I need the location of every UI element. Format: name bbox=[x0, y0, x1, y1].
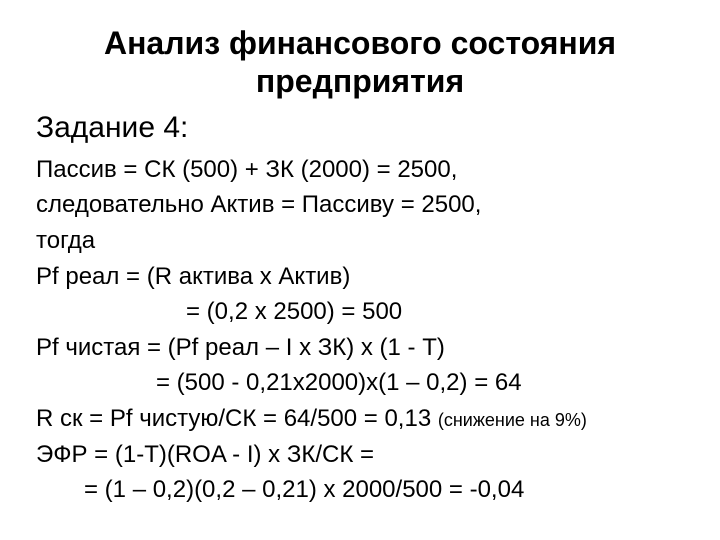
task-heading: Задание 4: bbox=[36, 111, 684, 145]
text-span: R ск = Pf чистую/СК = 64/500 = 0,13 bbox=[36, 405, 438, 432]
text-line: тогда bbox=[36, 224, 684, 258]
text-line: следовательно Актив = Пассиву = 2500, bbox=[36, 188, 684, 222]
text-span-small: (снижение на 9%) bbox=[438, 410, 587, 430]
page-title: Анализ финансового состояния предприятия bbox=[36, 24, 684, 101]
text-line: = (1 – 0,2)(0,2 – 0,21) х 2000/500 = -0,… bbox=[36, 473, 684, 507]
text-line: R ск = Pf чистую/СК = 64/500 = 0,13 (сни… bbox=[36, 402, 684, 436]
text-line: Пассив = СК (500) + ЗК (2000) = 2500, bbox=[36, 153, 684, 187]
text-line: ЭФР = (1-Т)(ROA - I) х ЗК/СК = bbox=[36, 438, 684, 472]
text-line: Pf реал = (R актива х Актив) bbox=[36, 260, 684, 294]
text-line: Pf чистая = (Pf реал – I х ЗК) х (1 - Т) bbox=[36, 331, 684, 365]
text-line: = (500 - 0,21х2000)х(1 – 0,2) = 64 bbox=[36, 366, 684, 400]
text-line: = (0,2 х 2500) = 500 bbox=[36, 295, 684, 329]
